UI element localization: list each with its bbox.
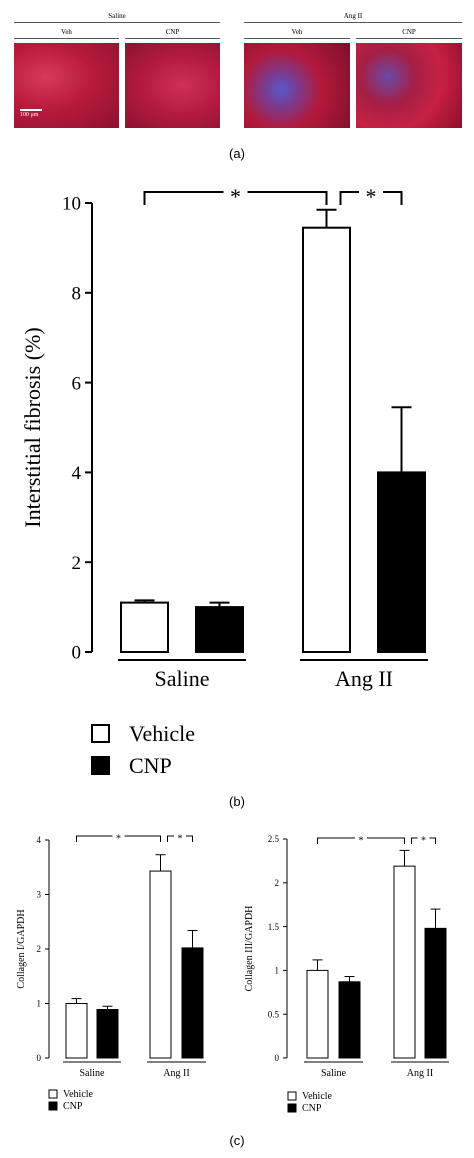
significance-star: *	[366, 184, 377, 209]
scale-bar-label: 100 μm	[20, 112, 39, 118]
micrograph-saline-cnp	[125, 43, 220, 128]
saline-cnp-bracket	[125, 38, 220, 39]
scale-bar	[20, 109, 42, 111]
y-tick-label: 0	[72, 643, 82, 664]
legend-swatch-cnp	[287, 1103, 297, 1113]
saline-group-label: Saline	[108, 12, 126, 20]
bar-vehicle-angii	[393, 865, 416, 1059]
y-axis-label: Interstitial fibrosis (%)	[20, 327, 45, 527]
significance-star: *	[230, 184, 241, 209]
micrograph-angii-vehicle	[244, 43, 350, 128]
bracket-gap	[174, 834, 186, 838]
category-label: Saline	[155, 666, 210, 691]
y-tick-label: 0	[275, 1053, 280, 1063]
angii-veh-label: Veh	[291, 28, 303, 36]
legend-swatch-vehicle	[48, 1089, 58, 1099]
significance-star: *	[116, 834, 121, 845]
legend-swatch-cnp	[91, 756, 110, 775]
legend-label-vehicle: Vehicle	[302, 1091, 333, 1102]
saline-veh-label: Veh	[61, 28, 72, 36]
category-label: Ang II	[407, 1068, 433, 1079]
y-tick-label: 3	[37, 890, 42, 900]
significance-star: *	[178, 834, 183, 845]
significance-star: *	[359, 836, 364, 847]
legend-label-vehicle: Vehicle	[63, 1089, 94, 1100]
y-tick-label: 4	[72, 463, 82, 484]
angii-cnp-label: CNP	[402, 28, 416, 36]
y-axis-label: Collagen III/GAPDH	[244, 906, 255, 992]
saline-cnp-label: CNP	[165, 28, 180, 36]
y-tick-label: 8	[72, 283, 82, 304]
y-tick-label: 10	[62, 194, 81, 215]
angii-group-label: Ang II	[343, 12, 363, 20]
angii-group-bracket	[244, 22, 462, 23]
bracket-gap	[417, 836, 430, 840]
legend-label-cnp: CNP	[129, 753, 172, 778]
category-label: Saline	[321, 1068, 347, 1079]
category-label: Saline	[80, 1068, 106, 1079]
angii-cnp-bracket	[356, 38, 462, 39]
bracket-gap	[223, 190, 248, 194]
bar-cnp-angii	[377, 471, 426, 653]
y-tick-label: 1	[275, 966, 280, 976]
panel-a-label: (a)	[229, 146, 245, 161]
micrograph-angii-cnp	[356, 43, 462, 128]
angii-veh-bracket	[244, 38, 350, 39]
y-tick-label: 2	[72, 553, 82, 574]
bracket-gap	[359, 190, 383, 194]
panel-b-label: (b)	[229, 794, 245, 809]
y-tick-label: 6	[72, 373, 82, 394]
bar-vehicle-saline	[306, 969, 329, 1059]
y-tick-label: 1.5	[268, 922, 280, 932]
panel-c-label: (c)	[229, 1133, 245, 1148]
saline-veh-bracket	[14, 38, 119, 39]
category-label: Ang II	[163, 1068, 189, 1079]
micrograph-saline-vehicle: 100 μm	[14, 43, 119, 128]
category-label: Ang II	[335, 666, 393, 691]
y-tick-label: 0.5	[268, 1009, 280, 1019]
y-tick-label: 2	[275, 878, 280, 888]
y-tick-label: 1	[37, 999, 42, 1009]
legend-label-vehicle: Vehicle	[129, 721, 195, 746]
bar-cnp-saline	[338, 981, 361, 1059]
y-tick-label: 2	[37, 944, 42, 954]
bar-cnp-saline	[195, 606, 244, 653]
legend-label-cnp: CNP	[63, 1101, 83, 1112]
significance-star: *	[421, 836, 426, 847]
legend-label-cnp: CNP	[302, 1103, 322, 1114]
bracket-gap	[112, 834, 125, 838]
y-axis-label: Collagen I/GAPDH	[16, 909, 27, 988]
bar-vehicle-saline	[120, 601, 169, 653]
bar-cnp-angii	[424, 927, 447, 1059]
y-tick-label: 2.5	[268, 834, 280, 844]
bar-vehicle-angii	[302, 226, 351, 653]
legend-swatch-cnp	[48, 1101, 58, 1111]
legend-swatch-vehicle	[287, 1091, 297, 1101]
y-tick-label: 0	[37, 1053, 42, 1063]
saline-group-bracket	[14, 22, 220, 23]
bracket-gap	[355, 836, 367, 840]
y-tick-label: 4	[37, 835, 42, 845]
legend-swatch-vehicle	[91, 724, 110, 743]
